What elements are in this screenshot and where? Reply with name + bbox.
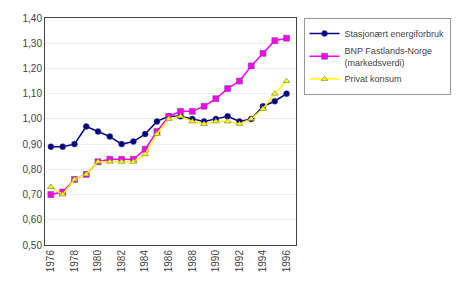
svg-text:1994: 1994 [257, 250, 268, 273]
svg-text:1978: 1978 [69, 250, 80, 273]
svg-text:1996: 1996 [281, 250, 292, 273]
svg-text:1986: 1986 [163, 250, 174, 273]
svg-text:0,60: 0,60 [23, 214, 43, 225]
svg-text:1992: 1992 [234, 250, 245, 273]
svg-text:1984: 1984 [139, 250, 150, 273]
svg-text:1,30: 1,30 [23, 38, 43, 49]
svg-text:1982: 1982 [116, 250, 127, 273]
svg-text:Privat konsum: Privat konsum [345, 74, 402, 84]
svg-text:1988: 1988 [187, 250, 198, 273]
svg-text:0,50: 0,50 [23, 240, 43, 251]
svg-text:0,80: 0,80 [23, 164, 43, 175]
svg-text:BNP Fastlands-Norge(markedsver: BNP Fastlands-Norge(markedsverdi) [345, 46, 432, 68]
svg-text:1976: 1976 [45, 250, 56, 273]
svg-text:1,10: 1,10 [23, 88, 43, 99]
svg-text:0,90: 0,90 [23, 139, 43, 150]
svg-text:Stasjonært energiforbruk: Stasjonært energiforbruk [345, 29, 445, 39]
svg-text:0,70: 0,70 [23, 189, 43, 200]
svg-text:1980: 1980 [92, 250, 103, 273]
svg-text:1,00: 1,00 [23, 113, 43, 124]
svg-text:1,20: 1,20 [23, 63, 43, 74]
svg-text:1990: 1990 [210, 250, 221, 273]
svg-text:1,40: 1,40 [23, 13, 43, 24]
